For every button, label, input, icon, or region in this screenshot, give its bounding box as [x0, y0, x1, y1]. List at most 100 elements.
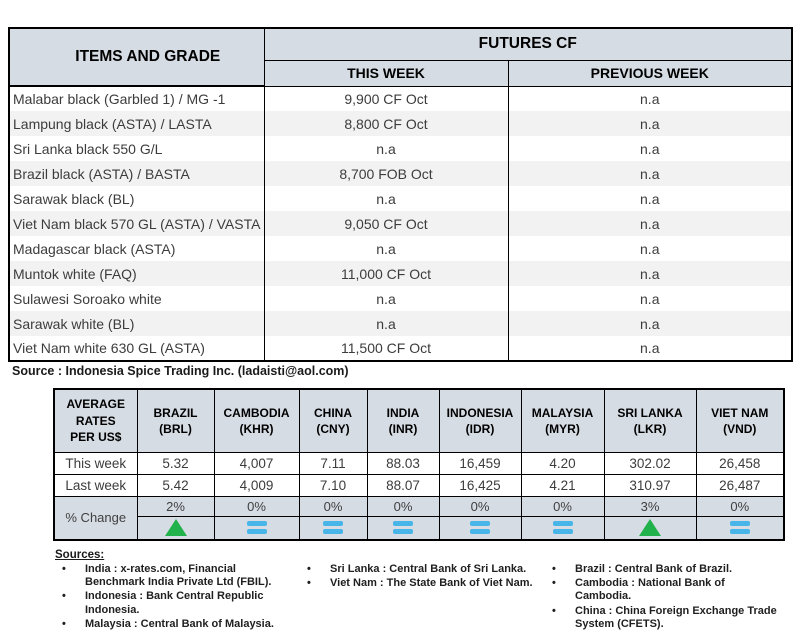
trend-cell [136, 515, 215, 541]
this-week-rate: 5.32 [136, 451, 215, 475]
this-week-value: 8,800 CF Oct [263, 111, 509, 136]
this-week-value: n.a [263, 136, 509, 161]
previous-week-value: n.a [507, 186, 793, 211]
trend-cell [695, 515, 785, 541]
previous-week-value: n.a [507, 236, 793, 261]
this-week-value: n.a [263, 311, 509, 336]
country-name: VIET NAM [711, 405, 769, 420]
country-name: SRI LANKA [617, 405, 683, 420]
this-week-rate: 16,459 [438, 451, 522, 475]
source-item: Viet Nam : The State Bank of Viet Nam. [300, 577, 533, 590]
sources-column: Brazil : Central Bank of Brazil.Cambodia… [545, 563, 790, 632]
sources-columns: India : x-rates.com, Financial Benchmark… [55, 563, 795, 632]
pct-change-value: 0% [520, 495, 605, 517]
this-week-rate: 302.02 [603, 451, 697, 475]
source-item: India : x-rates.com, Financial Benchmark… [55, 563, 288, 589]
this-week-value: 11,500 CF Oct [263, 336, 509, 361]
source-item: Malaysia : Central Bank of Malaysia. [55, 618, 288, 631]
rates-header-row: AVERAGE RATES PER US$ BRAZIL (BRL) CAMBODI… [53, 388, 785, 453]
futures-row: Sarawak white (BL) n.a n.a [8, 311, 793, 336]
last-week-rate: 26,487 [695, 473, 785, 497]
no-change-icon [246, 521, 267, 535]
previous-week-value: n.a [507, 211, 793, 236]
this-week-value: 11,000 CF Oct [263, 261, 509, 286]
pct-change-value: 0% [366, 495, 440, 517]
last-week-row: Last week 5.42 4,009 7.10 88.07 16,425 4.21 31… [53, 473, 785, 497]
source-item: Sri Lanka : Central Bank of Sri Lanka. [300, 563, 533, 576]
previous-week-value: n.a [507, 86, 793, 111]
sources-title: Sources: [55, 549, 105, 561]
trend-cell [298, 515, 368, 541]
pct-change-value: 0% [438, 495, 522, 517]
this-week-row: This week 5.32 4,007 7.11 88.03 16,459 4.20 30… [53, 451, 785, 475]
item-name: Muntok white (FAQ) [8, 261, 265, 286]
last-week-rate: 5.42 [136, 473, 215, 497]
this-week-value: 9,050 CF Oct [263, 211, 509, 236]
futures-row: Sulawesi Soroako white n.a n.a [8, 286, 793, 311]
trend-row [54, 515, 785, 541]
source-item: China : China Foreign Exchange Trade Sys… [545, 605, 778, 631]
futures-cf-header: FUTURES CF [263, 27, 793, 61]
futures-row: Sri Lanka black 550 G/L n.a n.a [8, 136, 793, 161]
previous-week-value: n.a [507, 261, 793, 286]
currency-code: (BRL) [159, 421, 192, 436]
country-name: CAMBODIA [223, 405, 290, 420]
trend-cell [520, 515, 605, 541]
this-week-value: n.a [263, 286, 509, 311]
country-name: INDONESIA [446, 405, 514, 420]
futures-row: Viet Nam white 630 GL (ASTA) 11,500 CF Oc… [8, 336, 793, 361]
row-label-last-week: Last week [53, 473, 138, 497]
futures-row: Viet Nam black 570 GL (ASTA) / VASTA 9,05… [8, 211, 793, 236]
country-name: BRAZIL [153, 405, 198, 420]
currency-code: (INR) [388, 421, 418, 436]
pct-change-value: 2% [136, 495, 215, 517]
futures-row: Brazil black (ASTA) / BASTA 8,700 FOB Oct… [8, 161, 793, 186]
this-week-rate: 4,007 [213, 451, 300, 475]
source-item: Cambodia : National Bank of Cambodia. [545, 577, 778, 603]
item-name: Sri Lanka black 550 G/L [8, 136, 265, 161]
futures-row: Sarawak black (BL) n.a n.a [8, 186, 793, 211]
sources-column: Sri Lanka : Central Bank of Sri Lanka.Vi… [300, 563, 545, 632]
item-name: Sarawak black (BL) [8, 186, 265, 211]
currency-code: (LKR) [633, 421, 667, 436]
exchange-rates-table: AVERAGE RATES PER US$ BRAZIL (BRL) CAMBODI… [53, 388, 785, 541]
up-arrow-icon [639, 519, 661, 537]
country-header: INDIA (INR) [366, 388, 440, 453]
country-header: INDONESIA (IDR) [438, 388, 522, 453]
pct-change-value: 3% [603, 495, 697, 517]
last-week-rate: 88.07 [366, 473, 440, 497]
trend-cell [366, 515, 440, 541]
previous-week-value: n.a [507, 311, 793, 336]
no-change-icon [729, 521, 750, 535]
country-header: SRI LANKA (LKR) [603, 388, 697, 453]
this-week-rate: 88.03 [366, 451, 440, 475]
item-name: Lampung black (ASTA) / LASTA [8, 111, 265, 136]
trend-cell [213, 515, 300, 541]
item-name: Viet Nam white 630 GL (ASTA) [8, 336, 265, 361]
last-week-rate: 16,425 [438, 473, 522, 497]
source-item: Indonesia : Bank Central Republic Indone… [55, 590, 288, 616]
country-header: VIET NAM (VND) [695, 388, 785, 453]
sources-column: India : x-rates.com, Financial Benchmark… [55, 563, 300, 632]
up-arrow-icon [164, 519, 187, 537]
item-name: Sarawak white (BL) [8, 311, 265, 336]
no-change-icon [323, 521, 343, 535]
futures-header-row-1: ITEMS AND GRADE FUTURES CF [8, 27, 793, 87]
no-change-icon [470, 521, 490, 535]
currency-code: (MYR) [545, 421, 580, 436]
country-header: BRAZIL (BRL) [136, 388, 215, 453]
country-header: CAMBODIA (KHR) [213, 388, 300, 453]
futures-source-line: Source : Indonesia Spice Trading Inc. (l… [12, 364, 349, 378]
currency-code: (VND) [723, 421, 757, 436]
country-name: MALAYSIA [531, 405, 594, 420]
previous-week-value: n.a [507, 336, 793, 361]
trend-cell [438, 515, 522, 541]
this-week-value: n.a [263, 236, 509, 261]
currency-code: (IDR) [465, 421, 495, 436]
futures-row: Malabar black (Garbled 1) / MG -1 9,900 C… [8, 86, 793, 111]
trend-cell [603, 515, 697, 541]
currency-code: (CNY) [316, 421, 350, 436]
currency-code: (KHR) [239, 421, 274, 436]
item-name: Sulawesi Soroako white [8, 286, 265, 311]
